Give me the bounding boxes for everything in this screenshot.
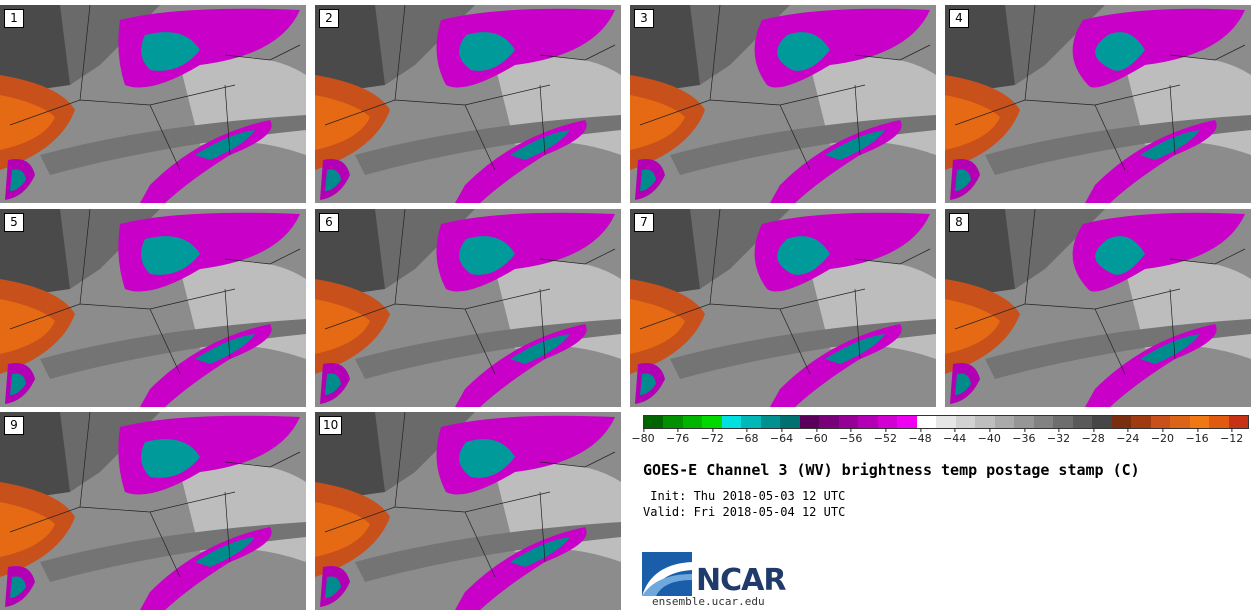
colorbar-tick-label: −60 [804,428,828,445]
colorbar-tick-label: −76 [666,428,690,445]
colorbar-segment [1033,416,1054,428]
stamp-number: 5 [4,213,24,232]
colorbar-segment [1228,416,1249,428]
colorbar-segment [916,416,937,428]
stamp-panel: 6 [315,209,621,407]
stamp-map [0,5,306,203]
stamp-map [0,209,306,407]
stamp-number: 8 [949,213,969,232]
colorbar-segment [721,416,742,428]
stamp-map [315,5,621,203]
colorbar-tick-label: −28 [1081,428,1105,445]
stamp-panel: 2 [315,5,621,203]
stamp-panel: 8 [945,209,1251,407]
stamp-map [0,412,306,610]
colorbar-tick-label: −48 [908,428,932,445]
colorbar [643,415,1249,429]
colorbar-segment [955,416,976,428]
colorbar-segment [644,416,664,428]
colorbar-tick-label: −56 [839,428,863,445]
stamp-panel: 4 [945,5,1251,203]
colorbar-segment [1170,416,1190,428]
colorbar-segment [819,416,839,428]
colorbar-segment [1072,416,1093,428]
colorbar-segment [682,416,703,428]
colorbar-tick-label: −32 [1046,428,1071,445]
stamp-map [630,209,936,407]
stamp-map [945,209,1251,407]
stamp-map [315,209,621,407]
colorbar-tick-label: −80 [631,428,655,445]
colorbar-segment [702,416,722,428]
colorbar-segment [741,416,761,428]
colorbar-segment [1092,416,1112,428]
colorbar-segment [936,416,956,428]
colorbar-segment [663,416,683,428]
colorbar-segment [838,416,859,428]
colorbar-segment [897,416,917,428]
colorbar-segment [975,416,995,428]
stamp-number: 3 [634,9,654,28]
colorbar-segment [1053,416,1073,428]
stamp-number: 4 [949,9,969,28]
stamp-panel: 3 [630,5,936,203]
colorbar-segment [1150,416,1171,428]
stamp-panel: 1 [0,5,306,203]
colorbar-segment [1189,416,1210,428]
colorbar-segment [1111,416,1132,428]
colorbar-tick-label: −12 [1220,428,1244,445]
logo-name: NCAR [696,563,786,598]
stamp-number: 1 [4,9,24,28]
colorbar-tick-label: −36 [1012,428,1036,445]
ncar-logo-icon [642,552,692,596]
stamp-number: 6 [319,213,339,232]
colorbar-ticks: −80 −76 −72 −68 −64 −60 −56 −52 −48 −44 −40 −36 −32−… [631,428,1249,452]
stamp-number: 7 [634,213,654,232]
init-time: Init: Thu 2018-05-03 12 UTC [643,489,846,503]
colorbar-segment [858,416,878,428]
colorbar-segment [780,416,800,428]
colorbar-tick-label: −16 [1185,428,1209,445]
stamp-map [315,412,621,610]
stamp-number: 9 [4,416,24,435]
colorbar-segment [1209,416,1229,428]
stamp-number: 10 [319,416,343,435]
colorbar-tick-label: −20 [1150,428,1175,445]
figure-title: GOES-E Channel 3 (WV) brightness temp po… [643,461,1140,479]
colorbar-segment [994,416,1015,428]
colorbar-tick-label: −40 [977,428,1001,445]
stamp-map [630,5,936,203]
colorbar-segment [1131,416,1151,428]
colorbar-segment [799,416,820,428]
colorbar-segment [877,416,898,428]
colorbar-tick-label: −24 [1116,428,1140,445]
colorbar-tick-label: −64 [769,428,794,445]
colorbar-tick-label: −52 [873,428,897,445]
stamp-panel: 5 [0,209,306,407]
stamp-map [945,5,1251,203]
colorbar-segment [760,416,781,428]
stamp-panel: 10 [315,412,621,610]
stamp-panel: 7 [630,209,936,407]
stamp-number: 2 [319,9,339,28]
colorbar-tick-label: −68 [735,428,759,445]
valid-time: Valid: Fri 2018-05-04 12 UTC [643,505,846,519]
site-url: ensemble.ucar.edu [652,595,765,608]
stamp-panel: 9 [0,412,306,610]
colorbar-segment [1014,416,1034,428]
colorbar-tick-label: −72 [700,428,724,445]
colorbar-tick-label: −44 [943,428,967,445]
